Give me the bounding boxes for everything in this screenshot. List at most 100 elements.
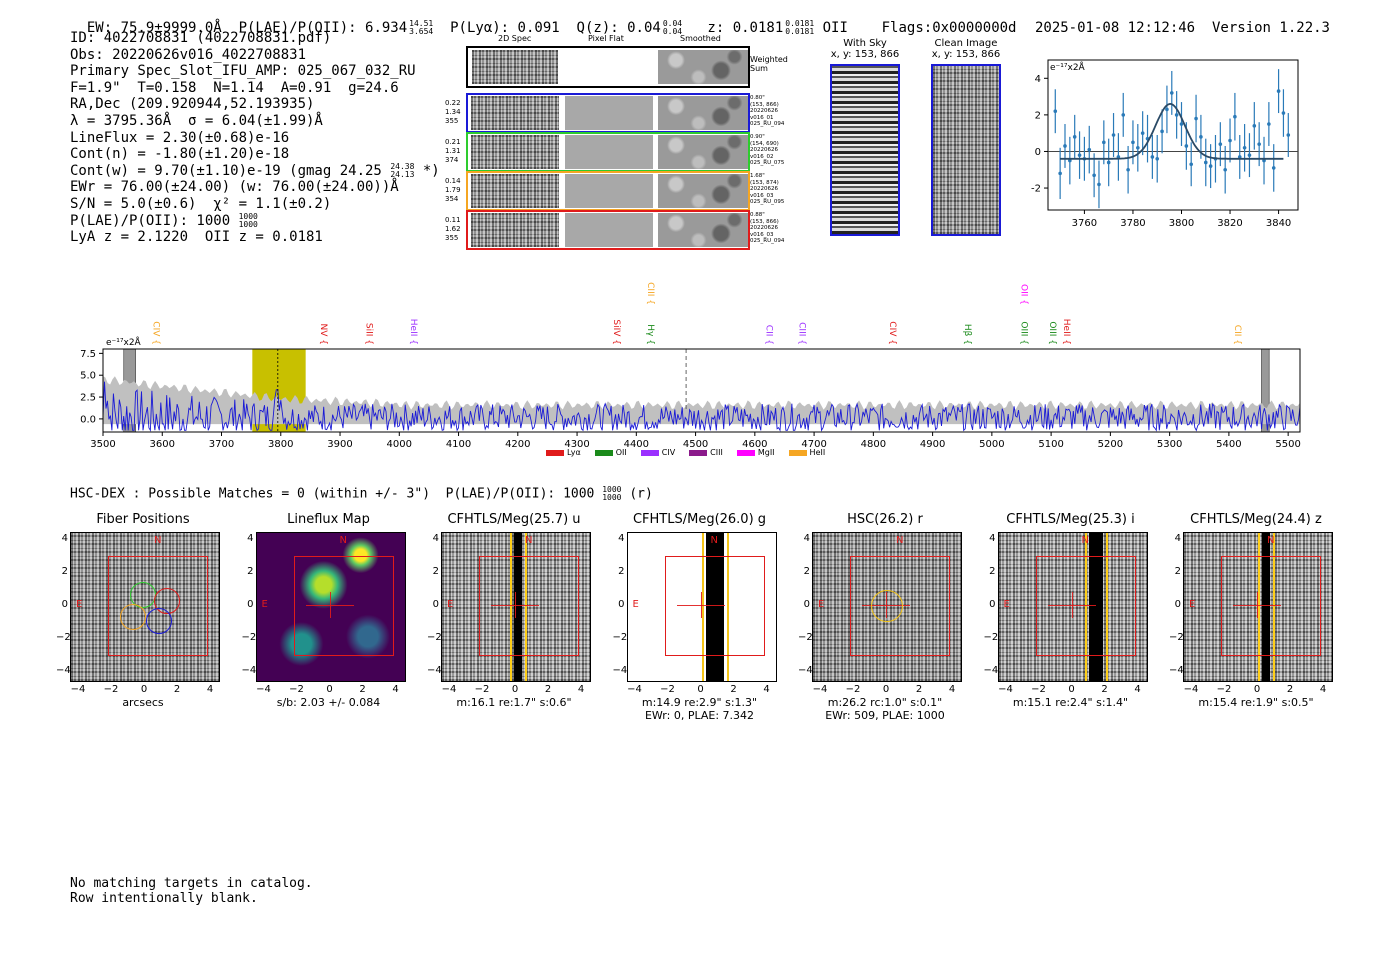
exposure-smoothed-cutout <box>658 135 748 169</box>
legend-label: MgII <box>757 448 775 457</box>
panel-image <box>1183 532 1333 682</box>
exposure-row <box>466 171 750 211</box>
legend-swatch <box>788 449 807 456</box>
with-sky-title: With Sky <box>843 38 887 49</box>
hsc-sup: 1000 <box>602 485 622 494</box>
aperture-box <box>664 556 765 656</box>
spectrum-x-tick-label: 4500 <box>683 439 708 450</box>
clean-xy: x, y: 153, 866 <box>931 49 1001 60</box>
panel-y-tick-label: −2 <box>983 632 999 643</box>
zoom-plot-frame <box>1047 59 1299 211</box>
emission-line-label: NV { <box>318 324 328 345</box>
exposure-smoothed-cutout <box>658 96 748 130</box>
header-line: EW: 75.9±9999.0Å P(LAE)/P(OII): 6.934 14.… <box>70 4 1017 37</box>
aperture-box <box>1035 556 1136 656</box>
legend-item: Lyα <box>546 448 581 457</box>
panel-y-tick-label: −2 <box>241 632 257 643</box>
exposure-row <box>466 210 750 250</box>
zoom-data-point <box>1131 140 1135 145</box>
aperture-box <box>108 556 208 656</box>
with-sky-xy: x, y: 153, 866 <box>830 49 900 60</box>
info-obs: Obs: 20220626v016_4022708831 <box>70 46 307 63</box>
exposure-flat-cutout <box>565 174 653 208</box>
exposure-right-labels: 0.88" (153, 866) 20220626 v016_03 025_RU_094 <box>750 212 790 245</box>
exposure-row <box>466 132 750 172</box>
plae-header-sup: 14.51 <box>409 19 434 28</box>
panel-y-tick-label: −2 <box>56 632 71 643</box>
spectrum-unit-label: e⁻¹⁷x2Å <box>106 336 142 348</box>
spectrum-x-tick-label: 4300 <box>564 439 589 450</box>
plae-header-sub: 3.654 <box>409 27 434 36</box>
exposure-left-value: 355 <box>445 234 459 242</box>
exposure-right-value: v016_01 <box>750 114 774 121</box>
zoom-y-tick-label: 2 <box>1035 110 1041 121</box>
legend-swatch <box>689 449 708 456</box>
info-plae: P(LAE)/P(OII): 1000 <box>70 212 231 229</box>
compass-east: E <box>261 599 268 610</box>
spectrum-y-tick-label: 2.5 <box>80 393 96 404</box>
qz-value: Q(z): 0.04 <box>576 20 661 36</box>
panel-y-tick-label: 0 <box>1174 599 1181 610</box>
exposure-right-value: 1.68" <box>750 173 765 179</box>
spectrum-x-tick-label: 4400 <box>624 439 649 450</box>
info-cont-n: Cont(n) = -1.80(±1.20)e-18 <box>70 146 290 163</box>
spectrum-x-tick-label: 3500 <box>90 439 115 450</box>
legend-swatch <box>736 449 755 456</box>
exposure-left-labels: 0.22 1.34 355 <box>445 99 465 126</box>
info-sn: S/N = 5.0(±0.6) χ² = 1.1(±0.2) <box>70 195 332 212</box>
exposure-left-value: 0.11 <box>445 216 461 224</box>
exposure-left-value: 355 <box>445 117 459 125</box>
exposure-right-value: v016_03 <box>750 192 774 199</box>
spectrum-x-tick-label: 5200 <box>1098 439 1123 450</box>
zoom-data-point <box>1092 173 1096 178</box>
zoom-data-point <box>1165 107 1169 112</box>
zoom-data-point <box>1262 158 1266 163</box>
panel-x-tick-label: −2 <box>1216 684 1232 695</box>
panel-x-tick-label: −4 <box>998 684 1013 695</box>
panel-y-tick-label: 2 <box>989 566 996 577</box>
panel-y-tick-label: 0 <box>247 599 254 610</box>
panel-image <box>626 532 777 682</box>
panel-y-tick-label: 2 <box>618 566 625 577</box>
panel-x-tick-label: 4 <box>948 684 956 695</box>
spectrum-x-tick-label: 3600 <box>150 439 175 450</box>
exposure-right-value: 20220626 <box>750 186 778 193</box>
compass-north: N <box>1267 535 1275 546</box>
panel-caption: m:15.4 re:1.9" s:0.5" <box>1198 696 1314 709</box>
exposure-left-value: 354 <box>445 195 459 203</box>
panel-x-tick-label: 4 <box>1134 684 1141 695</box>
version: Version 1.22.3 <box>1211 20 1330 36</box>
emission-line-label: CIV { <box>150 321 160 345</box>
legend-swatch <box>640 449 659 456</box>
zoom-x-tick-label: 3800 <box>1169 218 1194 229</box>
with-sky-image <box>830 64 900 236</box>
panel-caption: s/b: 2.03 +/- 0.084 <box>276 696 381 709</box>
panel-x-tick-label: 4 <box>206 684 214 695</box>
emission-line-label: SiIV { <box>611 319 621 345</box>
emission-line-label: OIII { <box>1047 321 1057 345</box>
legend-label: Lyα <box>567 448 581 457</box>
col-header-flat: Pixel Flat <box>588 34 624 43</box>
zoom-data-point <box>1179 122 1184 126</box>
compass-north: N <box>710 535 718 546</box>
ew-value: EW: 75.9±9999.0Å <box>86 20 222 36</box>
clean-header: Clean Image x, y: 153, 866 <box>928 38 1004 60</box>
spectrum-x-tick-label: 3800 <box>268 439 293 450</box>
zoom-data-point <box>1286 133 1291 137</box>
exposure-right-value: (153, 874) <box>750 179 779 186</box>
bright-star-streak <box>1088 533 1103 681</box>
spectrum-x-tick-label: 3900 <box>327 439 352 450</box>
zoom-data-point <box>1257 142 1261 146</box>
panel-title: Fiber Positions <box>96 512 190 527</box>
panel-y-tick-label: −4 <box>427 665 442 676</box>
panel-x-tick-label: 2 <box>915 684 923 695</box>
spectrum-x-tick-label: 5400 <box>1216 439 1241 450</box>
zoom-data-point <box>1072 135 1077 139</box>
crosshair-h <box>1233 605 1281 607</box>
info-params: F=1.9" T=0.158 N=1.14 A=0.91 g=24.6 <box>70 79 399 96</box>
hsc-end: (r) <box>629 486 653 502</box>
panel-x-tick-label: 4 <box>1319 684 1327 695</box>
z-value: z: 0.0181 <box>707 20 784 36</box>
fiber-circle <box>120 604 146 630</box>
weighted-sum-row <box>466 46 750 88</box>
